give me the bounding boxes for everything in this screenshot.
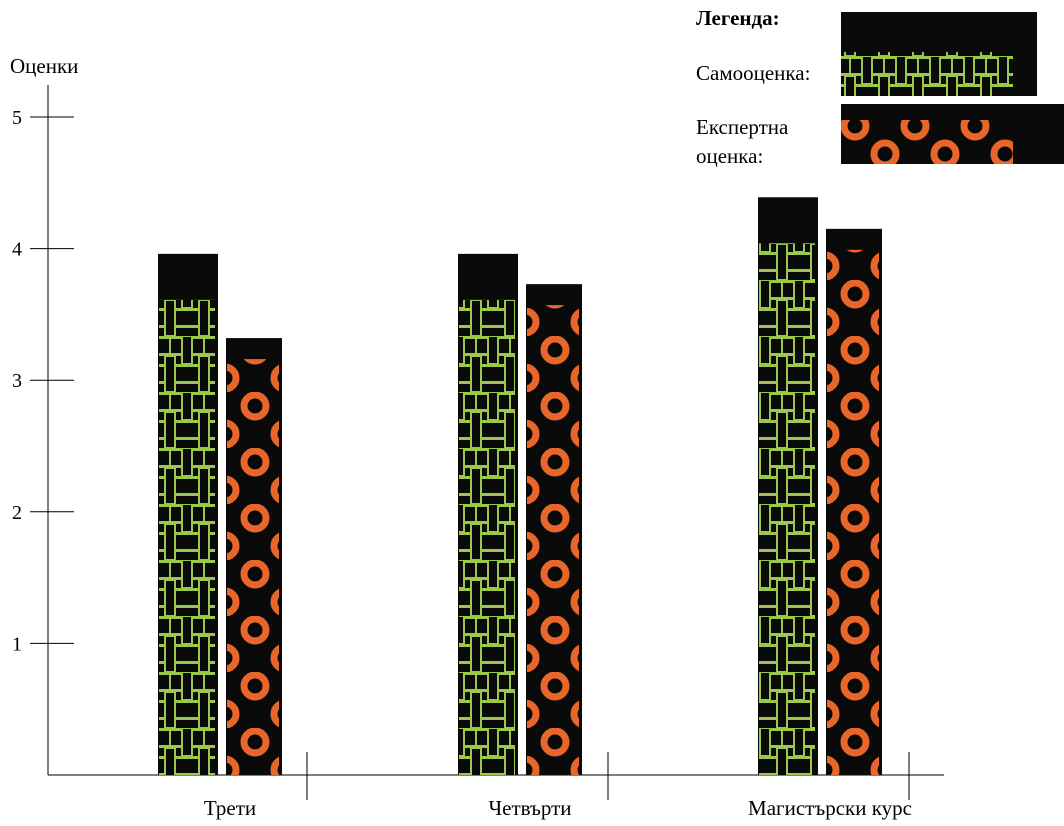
bar-pattern [227, 359, 279, 775]
y-tick-label: 1 [12, 633, 22, 655]
y-ticks: 1 2 3 4 5 [12, 107, 74, 655]
legend-label-self-assessment: Самооценка: [696, 61, 810, 85]
legend-item-expert-assessment: Експертна оценка: [696, 104, 1064, 168]
category-labels: Трети Четвърти Магистърски курс [204, 796, 912, 820]
legend-label-expert-assessment: Експертна оценка: [696, 115, 789, 168]
category-label: Четвърти [488, 796, 571, 820]
legend-pattern-expert-assessment [841, 120, 1013, 164]
y-tick-label: 4 [12, 239, 22, 261]
bar-pattern [459, 299, 515, 775]
bar-self-assessment [458, 253, 518, 775]
y-tick-label: 5 [12, 107, 22, 129]
y-axis-title: Оценки [10, 54, 78, 78]
y-tick-label: 2 [12, 502, 22, 524]
bar-pattern [527, 305, 579, 775]
bar-expert-assessment [526, 284, 582, 775]
legend-title: Легенда: [696, 6, 780, 30]
legend-pattern-self-assessment [841, 52, 1013, 96]
category-label: Трети [204, 796, 256, 820]
bar-self-assessment [158, 253, 218, 775]
bars [158, 197, 882, 776]
legend-title-swatch [841, 12, 1037, 52]
bar-pattern [159, 299, 215, 775]
bar-expert-assessment [226, 338, 282, 775]
bar-self-assessment [758, 197, 818, 775]
bar-pattern [827, 249, 879, 776]
bar-pattern [759, 243, 815, 775]
category-label: Магистърски курс [748, 796, 912, 820]
y-tick-label: 3 [12, 370, 22, 392]
legend-item-self-assessment: Самооценка: [696, 52, 1037, 96]
bar-expert-assessment [826, 228, 882, 776]
legend: Легенда: Самооценка: Експертна оценка: [696, 6, 1064, 168]
